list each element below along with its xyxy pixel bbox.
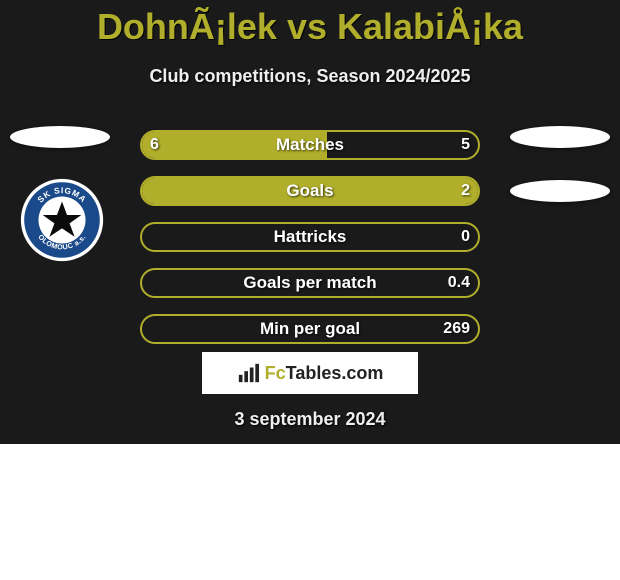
footer-date: 3 september 2024 (0, 409, 620, 430)
brand-text: FcTables.com (265, 363, 384, 384)
stat-bar (140, 176, 480, 206)
stats-area: 6 Matches 5 Goals 2 Hattricks 0 Goa (0, 122, 620, 352)
comparison-panel: DohnÃ¡lek vs KalabiÅ¡ka Club competition… (0, 0, 620, 444)
stat-row-hattricks: Hattricks 0 (0, 214, 620, 260)
stat-bar (140, 314, 480, 344)
brand-tag[interactable]: FcTables.com (202, 352, 418, 394)
page-subtitle: Club competitions, Season 2024/2025 (0, 66, 620, 87)
stat-bar (140, 130, 480, 160)
stat-row-min-per-goal: Min per goal 269 (0, 306, 620, 352)
stat-bar-fill (142, 178, 478, 204)
stat-bar (140, 222, 480, 252)
brand-prefix: Fc (265, 363, 286, 383)
stat-row-goals-per-match: Goals per match 0.4 (0, 260, 620, 306)
stat-row-goals: Goals 2 (0, 168, 620, 214)
stat-row-matches: 6 Matches 5 (0, 122, 620, 168)
page-title: DohnÃ¡lek vs KalabiÅ¡ka (0, 0, 620, 48)
stat-bar (140, 268, 480, 298)
stat-bar-fill (142, 132, 327, 158)
brand-suffix: Tables.com (286, 363, 384, 383)
bar-chart-icon (237, 362, 259, 384)
